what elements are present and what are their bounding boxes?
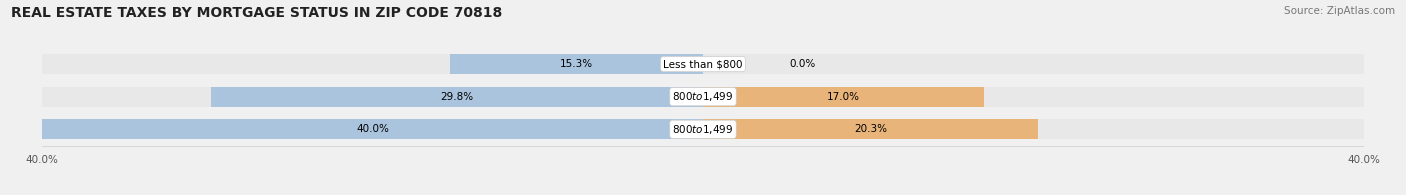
Text: $800 to $1,499: $800 to $1,499: [672, 90, 734, 103]
Bar: [703, 54, 1364, 74]
Bar: [42, 119, 703, 139]
Text: Source: ZipAtlas.com: Source: ZipAtlas.com: [1284, 6, 1395, 16]
Bar: [703, 119, 1039, 139]
Text: 15.3%: 15.3%: [560, 59, 593, 69]
Text: Less than $800: Less than $800: [664, 59, 742, 69]
Bar: [42, 54, 703, 74]
Text: 40.0%: 40.0%: [356, 124, 389, 134]
Text: 20.3%: 20.3%: [855, 124, 887, 134]
Text: 17.0%: 17.0%: [827, 92, 860, 102]
Text: 29.8%: 29.8%: [440, 92, 474, 102]
Bar: [703, 87, 984, 107]
Bar: [42, 87, 703, 107]
Bar: [42, 119, 703, 139]
Bar: [703, 87, 1364, 107]
Bar: [211, 87, 703, 107]
Bar: [450, 54, 703, 74]
Text: $800 to $1,499: $800 to $1,499: [672, 123, 734, 136]
Bar: [703, 119, 1364, 139]
Text: 0.0%: 0.0%: [789, 59, 815, 69]
Text: REAL ESTATE TAXES BY MORTGAGE STATUS IN ZIP CODE 70818: REAL ESTATE TAXES BY MORTGAGE STATUS IN …: [11, 6, 502, 20]
